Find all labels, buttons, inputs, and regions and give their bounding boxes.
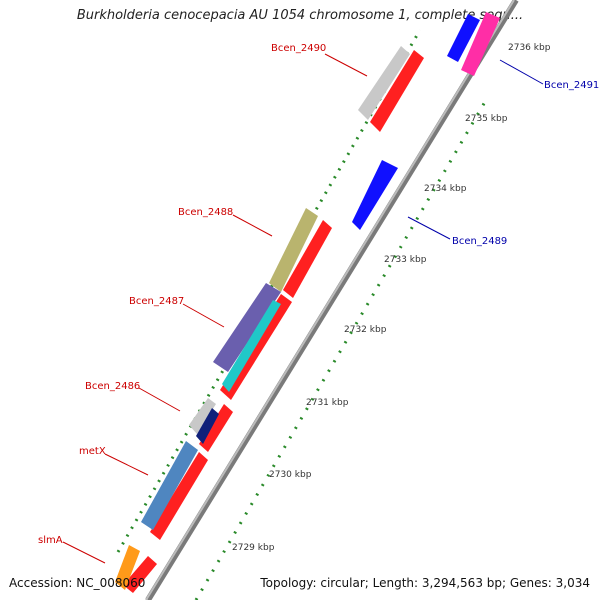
- tick-label: 2731 kbp: [306, 398, 349, 408]
- leader-line: [104, 453, 149, 476]
- leader-line: [182, 303, 225, 328]
- cds-bcen2488[interactable]: [283, 220, 332, 298]
- gene-label-bcen2491[interactable]: Bcen_2491: [544, 80, 599, 91]
- gene-bcen2489[interactable]: [352, 160, 398, 230]
- gene-label-bcen2486[interactable]: Bcen_2486: [85, 381, 140, 392]
- tick-label: 2729 kbp: [232, 543, 275, 553]
- leader-line: [62, 541, 106, 564]
- gene-slmA[interactable]: [115, 545, 140, 590]
- gene-label-slma[interactable]: slmA: [38, 535, 63, 546]
- leader-line: [138, 387, 181, 412]
- gene-labels: Bcen_2490 Bcen_2491 Bcen_2488 Bcen_2489 …: [38, 43, 599, 564]
- tick-labels: 2736 kbp 2735 kbp 2734 kbp 2733 kbp 2732…: [232, 43, 551, 553]
- sequence-backbone: [145, 0, 519, 600]
- gene-bcen2491[interactable]: [461, 12, 500, 76]
- gene-bcen2488[interactable]: [269, 208, 318, 292]
- leader-line: [407, 216, 451, 240]
- gene-bcen2487[interactable]: [213, 283, 281, 372]
- map-title: Burkholderia cenocepacia AU 1054 chromos…: [76, 8, 524, 23]
- gene-label-bcen2489[interactable]: Bcen_2489: [452, 236, 507, 247]
- cds-bcen2490[interactable]: [370, 50, 424, 132]
- leader-line: [499, 59, 544, 85]
- gene-top-blue[interactable]: [447, 14, 480, 62]
- cds-bcen2486[interactable]: [199, 404, 233, 452]
- gene-bcen2486[interactable]: [189, 398, 216, 434]
- gene-label-bcen2488[interactable]: Bcen_2488: [178, 207, 233, 218]
- tick-label: 2735 kbp: [465, 114, 508, 124]
- gene-metX[interactable]: [141, 441, 198, 530]
- accession-label: Accession: NC_008060: [9, 576, 146, 590]
- sequence-backbone-highlight: [145, 0, 515, 600]
- gene-bcen2486-dark[interactable]: [196, 408, 219, 444]
- cds-features: [115, 46, 424, 593]
- gc-track-outer: [116, 29, 422, 553]
- cds-slmA[interactable]: [123, 556, 157, 593]
- cds-metX[interactable]: [150, 452, 208, 540]
- gene-bcen2490[interactable]: [358, 46, 410, 120]
- gene-label-metx[interactable]: metX: [79, 446, 106, 457]
- sequence-summary: Topology: circular; Length: 3,294,563 bp…: [260, 576, 590, 590]
- gene-label-bcen2487[interactable]: Bcen_2487: [129, 296, 184, 307]
- tick-label: 2736 kbp: [508, 43, 551, 53]
- gene-label-bcen2490[interactable]: Bcen_2490: [271, 43, 326, 54]
- tick-label: 2734 kbp: [424, 184, 467, 194]
- tick-label: 2730 kbp: [269, 470, 312, 480]
- leader-line: [232, 214, 273, 237]
- gene-bcen2487-cyan[interactable]: [222, 300, 281, 392]
- tick-label: 2733 kbp: [384, 255, 427, 265]
- leader-line: [324, 53, 368, 77]
- tick-label: 2732 kbp: [344, 325, 387, 335]
